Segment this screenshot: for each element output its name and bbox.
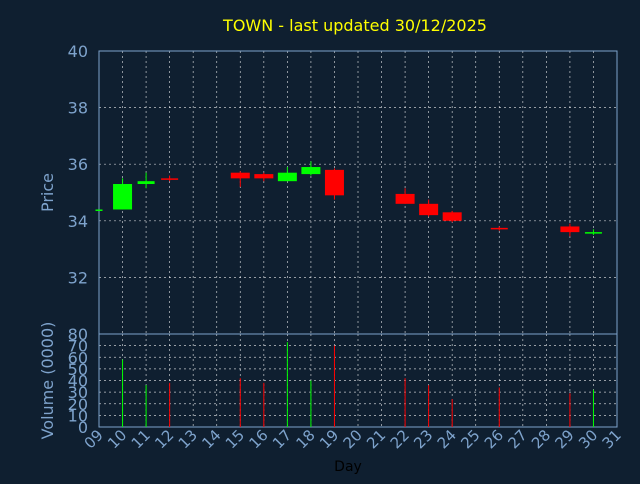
x-tick-label: 31 (599, 426, 625, 452)
x-tick-label: 12 (151, 426, 177, 452)
candle-body (95, 209, 103, 211)
volume-tick-label: 70 (68, 337, 88, 356)
volume-tick-label: 10 (68, 406, 88, 425)
x-tick-label: 30 (575, 426, 601, 452)
x-tick-label: 15 (222, 426, 248, 452)
price-tick-label: 34 (68, 212, 88, 231)
x-tick-label: 29 (552, 426, 578, 452)
candle-body (161, 178, 179, 180)
x-tick-label: 23 (410, 426, 436, 452)
x-tick-label: 26 (481, 426, 507, 452)
candle-body (254, 174, 274, 179)
volume-plot-frame (98, 333, 618, 428)
x-tick-label: 16 (245, 426, 271, 452)
candle-body (584, 232, 602, 234)
volume-tick-label: 0 (78, 418, 88, 437)
x-tick-label: 13 (175, 426, 201, 452)
candle-body (277, 172, 297, 182)
x-tick-label: 17 (269, 426, 295, 452)
x-tick-label: 21 (363, 426, 389, 452)
x-tick-label: 24 (434, 426, 460, 452)
volume-tick-label: 20 (68, 395, 88, 414)
candle-body (490, 227, 508, 230)
x-tick-label: 22 (387, 426, 413, 452)
candle-body (395, 193, 415, 204)
volume-tick-label: 50 (68, 360, 88, 379)
volume-tick-label: 40 (68, 372, 88, 391)
volume-tick-label: 30 (68, 383, 88, 402)
x-tick-label: 14 (198, 426, 224, 452)
x-tick-label: 18 (293, 426, 319, 452)
volume-tick-label: 80 (68, 325, 88, 344)
volume-axis-label: Volume (0000) (38, 322, 57, 440)
candle-body (137, 181, 155, 185)
price-tick-label: 36 (68, 155, 88, 174)
x-tick-label: 11 (128, 426, 154, 452)
price-tick-label: 32 (68, 268, 88, 287)
candle-body (301, 167, 321, 175)
x-tick-label: 28 (528, 426, 554, 452)
volume-tick-label: 60 (68, 348, 88, 367)
price-tick-label: 40 (68, 42, 88, 61)
x-tick-label: 10 (104, 426, 130, 452)
chart-title: TOWN - last updated 30/12/2025 (222, 16, 487, 35)
candle-body (419, 203, 439, 216)
price-axis-label: Price (38, 173, 57, 212)
price-tick-label: 38 (68, 99, 88, 118)
x-axis-label: Day (334, 459, 362, 475)
candle-body (560, 226, 580, 233)
x-tick-label: 25 (457, 426, 483, 452)
candle-body (230, 172, 250, 179)
candle-body (324, 169, 344, 196)
x-tick-label: 20 (340, 426, 366, 452)
x-tick-label: 19 (316, 426, 342, 452)
candle-body (113, 184, 133, 210)
candle-body (442, 212, 462, 221)
price-panel: 32 34 36 38 40 Price (38, 42, 618, 335)
x-tick-label: 27 (504, 426, 530, 452)
